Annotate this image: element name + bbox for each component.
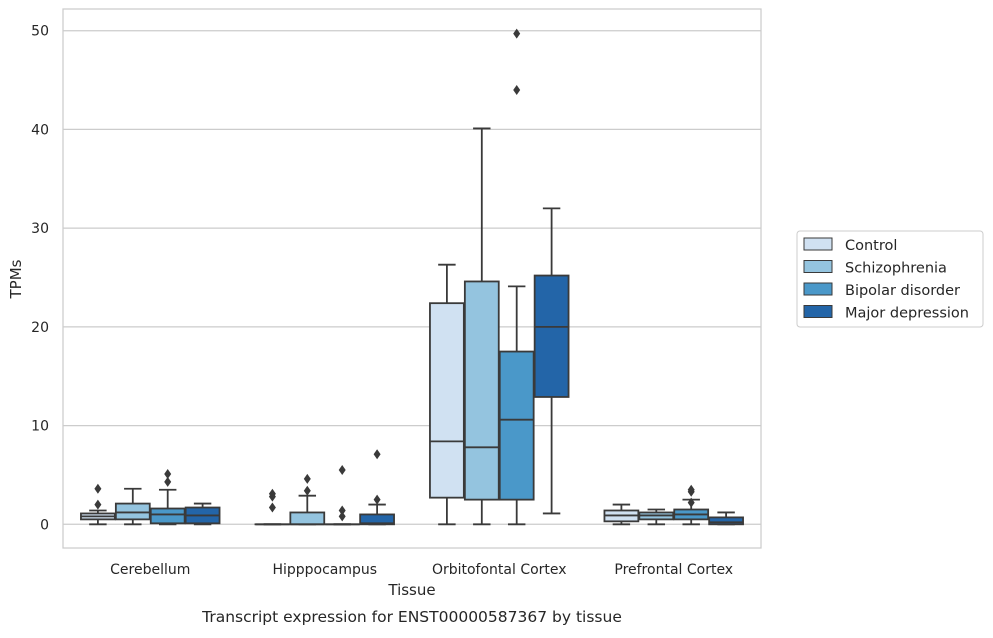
legend-swatch bbox=[804, 261, 832, 273]
box-body bbox=[116, 504, 150, 520]
plot-area bbox=[63, 9, 761, 548]
legend-label: Control bbox=[845, 238, 897, 254]
y-tick-label: 40 bbox=[31, 122, 49, 138]
x-tick-label: Cerebellum bbox=[110, 562, 190, 578]
y-tick-label: 50 bbox=[31, 24, 49, 40]
y-tick-labels: 0 10 20 30 40 50 bbox=[31, 24, 49, 534]
x-axis-label: Tissue bbox=[387, 581, 435, 599]
legend-label: Schizophrenia bbox=[845, 261, 947, 277]
box-body bbox=[430, 303, 464, 497]
x-tick-label: Hipppocampus bbox=[272, 562, 377, 578]
box-body bbox=[709, 517, 743, 524]
legend-label: Bipolar disorder bbox=[845, 283, 960, 299]
legend-swatch bbox=[804, 238, 832, 250]
x-tick-labels: Cerebellum Hipppocampus Orbitofontal Corte… bbox=[110, 562, 733, 578]
box-body bbox=[500, 352, 534, 500]
y-axis-label: TPMs bbox=[7, 259, 25, 299]
box-major-depression-0 bbox=[186, 504, 220, 525]
legend: Control Schizophrenia Bipolar disorder Majo… bbox=[797, 231, 983, 327]
chart-caption: Transcript expression for ENST0000058736… bbox=[201, 608, 622, 626]
legend-swatch bbox=[804, 306, 832, 318]
y-tick-label: 30 bbox=[31, 221, 49, 237]
y-tick-label: 10 bbox=[31, 419, 49, 435]
box-body bbox=[535, 276, 569, 397]
legend-label: Major depression bbox=[845, 306, 969, 322]
box-control-2 bbox=[430, 265, 464, 525]
box-body bbox=[290, 512, 324, 524]
legend-swatch bbox=[804, 283, 832, 295]
x-tick-label: Orbitofontal Cortex bbox=[432, 562, 567, 578]
y-tick-label: 20 bbox=[31, 320, 49, 336]
box-body bbox=[151, 509, 185, 524]
box-body bbox=[465, 281, 499, 499]
x-tick-label: Prefrontal Cortex bbox=[614, 562, 733, 578]
y-tick-label: 0 bbox=[40, 517, 49, 533]
